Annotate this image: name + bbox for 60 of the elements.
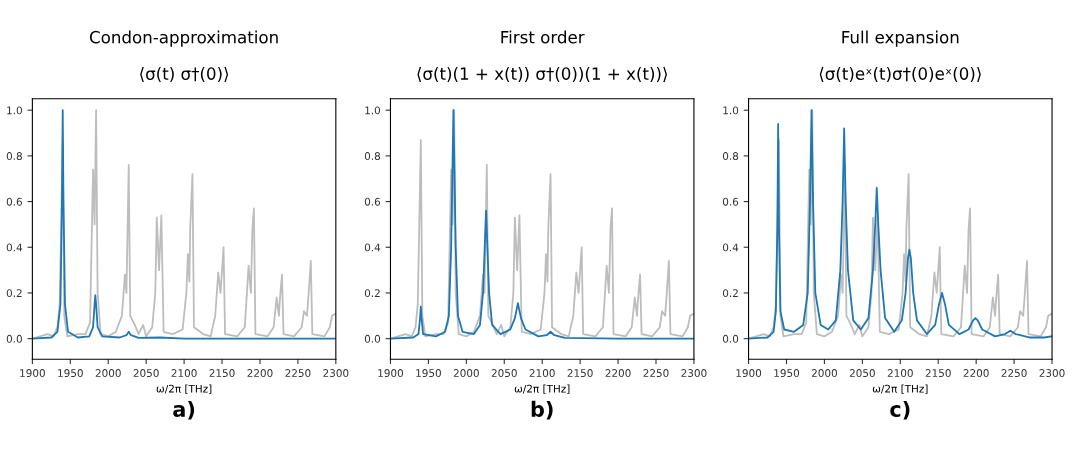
x-tick-label: 1950 <box>58 369 83 377</box>
x-tick-label: 2250 <box>1001 369 1027 377</box>
x-tick-label: 1950 <box>416 369 441 377</box>
chart-title: Full expansion <box>842 30 959 47</box>
y-tick-label: 0.6 <box>722 197 739 206</box>
x-tick-label: 2150 <box>925 369 951 377</box>
x-tick-label: 1900 <box>736 369 762 377</box>
x-tick-label: 2200 <box>963 369 989 377</box>
x-axis-title: ω/2π [THz] <box>514 384 570 394</box>
x-tick-label: 2300 <box>323 369 349 377</box>
y-tick-label: 0.4 <box>722 243 739 252</box>
chart-subtitle: ⟨σ(t) σ†(0)⟩ <box>140 67 229 82</box>
x-tick-label: 2300 <box>1039 369 1065 377</box>
text: a) <box>173 400 195 420</box>
x-tick-label: 1900 <box>20 369 45 377</box>
y-tick-label: 0.4 <box>6 243 23 252</box>
y-tick-label: 0.6 <box>364 197 381 206</box>
x-tick-label: 2100 <box>887 369 913 377</box>
y-tick-label: 0.6 <box>6 197 22 206</box>
y-tick-label: 1.0 <box>365 106 381 115</box>
y-tick-label: 0.2 <box>364 289 380 298</box>
y-tick-label: 1.0 <box>7 106 22 115</box>
chart-title: First order <box>501 30 585 44</box>
y-tick-label: 0.0 <box>6 334 22 343</box>
x-tick-label: 2150 <box>209 369 235 377</box>
x-axis-title: ω/2π [THz] <box>872 384 928 394</box>
y-tick-label: 0.0 <box>722 334 739 343</box>
line-series <box>32 109 336 340</box>
y-tick-label: 0.2 <box>722 289 738 298</box>
y-tick-label: 0.8 <box>6 152 22 160</box>
line-series <box>390 109 694 340</box>
x-tick-label: 2150 <box>567 369 593 377</box>
y-tick-label: 0.2 <box>6 289 22 298</box>
y-tick-label: 1.0 <box>723 106 739 115</box>
x-tick-label: 2200 <box>247 369 273 377</box>
x-tick-label: 1900 <box>378 369 404 377</box>
x-tick-label: 2050 <box>849 369 875 377</box>
chart-title: Condon-approximation <box>89 30 278 47</box>
text: c) <box>890 400 910 420</box>
chart-subtitle: ⟨σ(t)(1 + x(t)) σ†(0))(1 + x(t))⟩ <box>417 67 667 82</box>
x-axis-title: ω/2π [THz] <box>156 384 212 394</box>
line-series <box>748 109 1053 340</box>
x-tick-label: 2050 <box>491 369 517 377</box>
x-tick-label: 2000 <box>811 369 837 377</box>
x-tick-label: 2300 <box>681 369 707 377</box>
x-tick-label: 1950 <box>774 369 800 377</box>
x-tick-label: 2100 <box>171 369 197 377</box>
y-tick-label: 0.8 <box>364 152 381 160</box>
x-tick-label: 2100 <box>529 369 555 377</box>
y-tick-label: 0.0 <box>364 334 381 343</box>
x-tick-label: 2050 <box>133 369 159 377</box>
y-tick-label: 0.4 <box>364 243 381 252</box>
x-tick-label: 2000 <box>95 369 121 377</box>
y-tick-label: 0.8 <box>722 152 739 160</box>
x-tick-label: 2000 <box>453 369 479 377</box>
x-tick-label: 2250 <box>285 369 311 377</box>
text: b) <box>531 400 553 420</box>
x-tick-label: 2200 <box>605 369 631 377</box>
chart-subtitle: ⟨σ(t)eˣ(t)σ†(0)eˣ(0)⟩ <box>819 67 981 82</box>
x-tick-label: 2250 <box>643 369 669 377</box>
